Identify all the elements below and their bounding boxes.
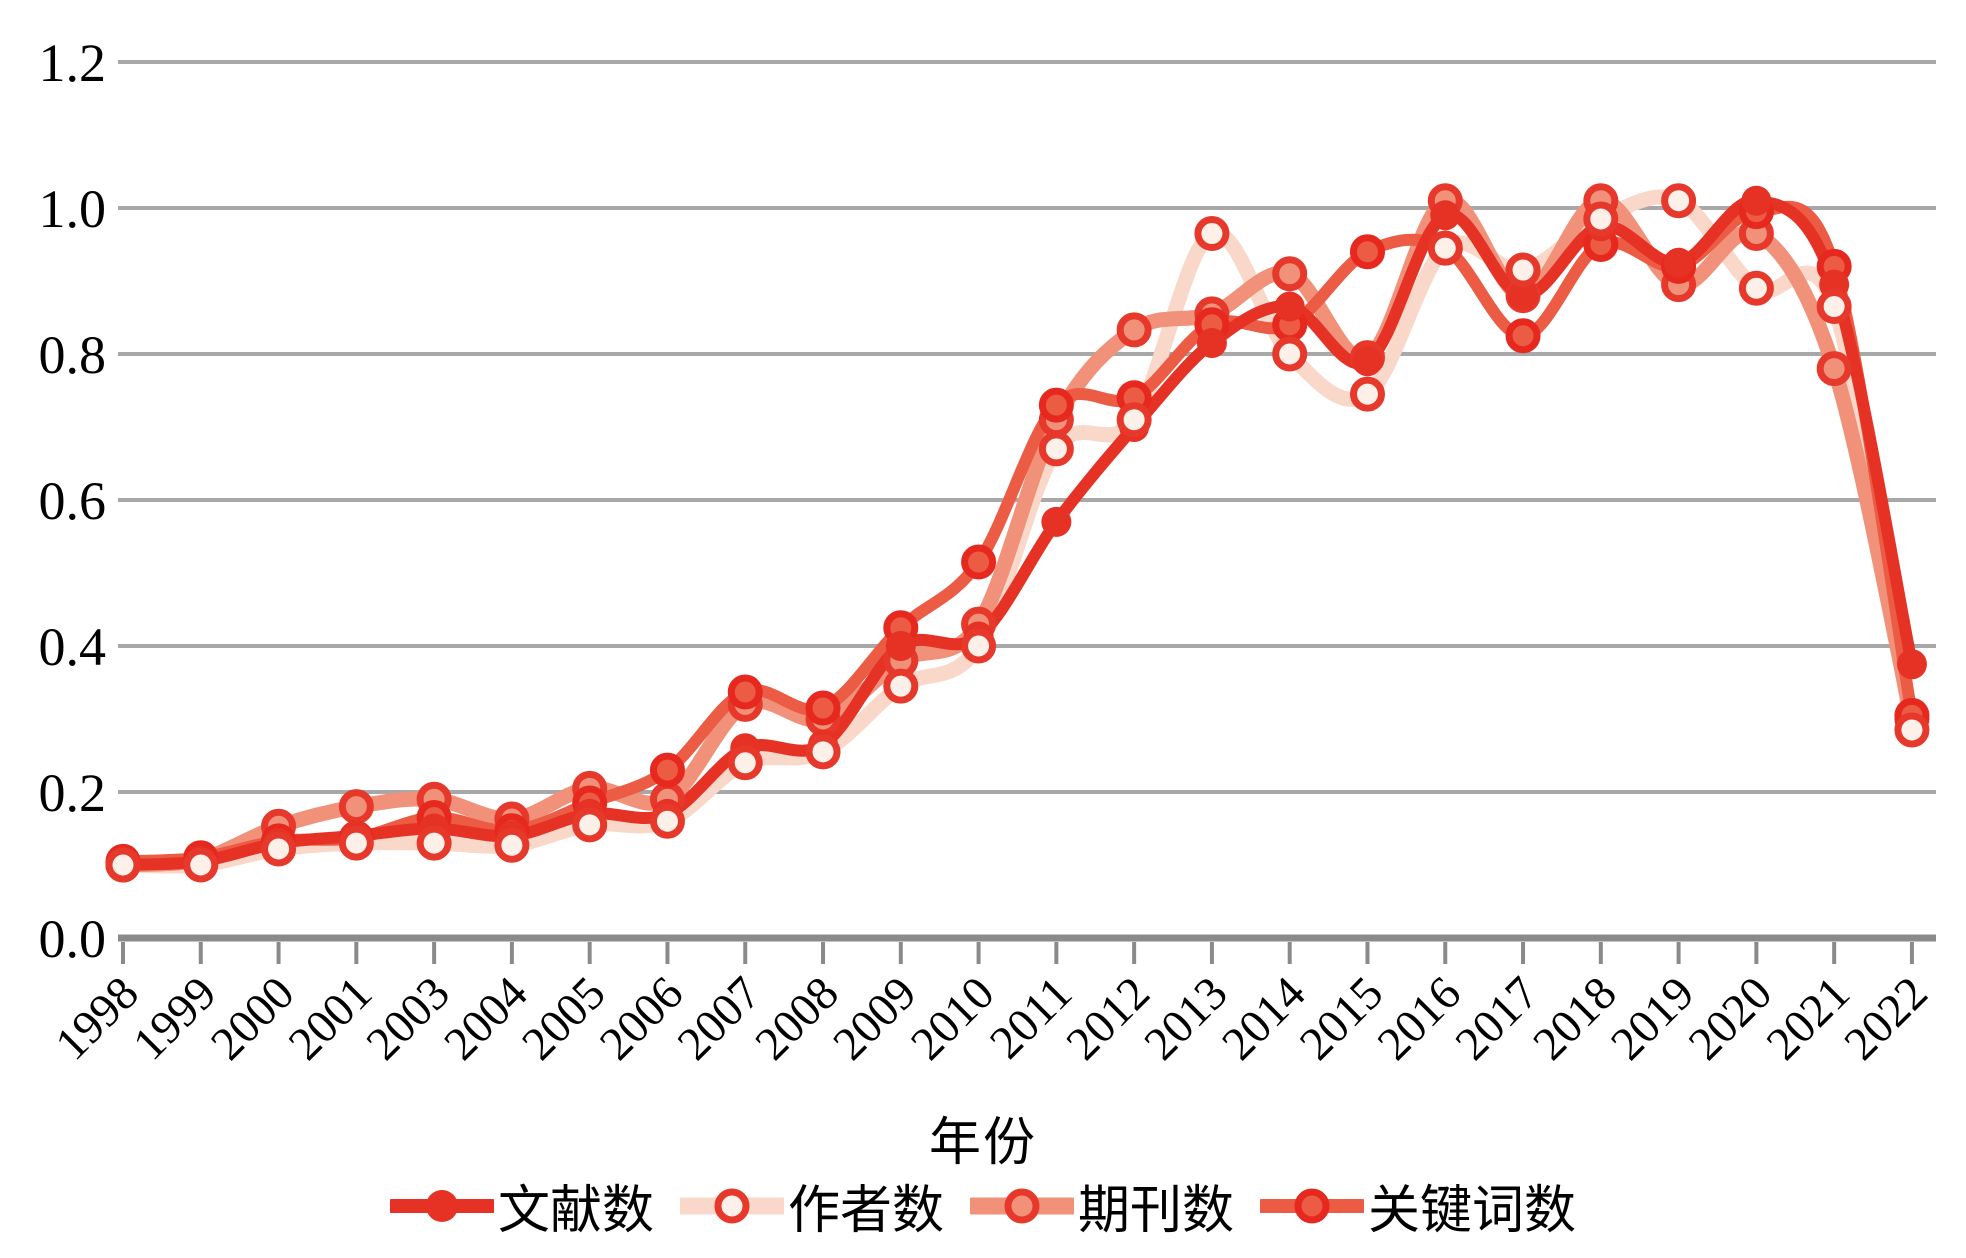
legend-marker-keyword-count [1294, 1188, 1330, 1223]
legend-label-keyword-count: 关键词数 [1368, 1183, 1577, 1240]
x-tick-label: 2017 [1446, 967, 1549, 1070]
legend-marker-literature-count [425, 1189, 458, 1222]
series-marker-author-count [805, 734, 841, 770]
x-tick-label: 2006 [590, 967, 693, 1070]
y-tick-label: 1.2 [39, 33, 107, 93]
legend-marker-author-count [714, 1188, 750, 1223]
series-marker-literature-count [1041, 506, 1072, 537]
legend-swatch-journal-count [970, 1188, 1074, 1223]
series-marker-author-count [572, 807, 608, 843]
x-tick-label: 2021 [1757, 967, 1860, 1070]
y-tick-label: 1.0 [39, 179, 107, 239]
series-marker-author-count [338, 825, 374, 861]
series-marker-author-count [961, 628, 997, 664]
x-tick-label: 2018 [1523, 967, 1626, 1070]
x-tick-label: 1998 [46, 967, 149, 1070]
series-marker-author-count [1505, 252, 1541, 288]
y-tick-label: 0.2 [39, 763, 107, 823]
series-marker-author-count [1583, 201, 1619, 237]
series-marker-literature-count [1352, 346, 1383, 377]
x-tick-label: 1999 [123, 967, 226, 1070]
legend-swatch-author-count [679, 1188, 784, 1223]
x-axis-title: 年份 [928, 1115, 1037, 1172]
x-tick-label: 2019 [1601, 967, 1704, 1070]
x-tick-label: 2012 [1057, 967, 1160, 1070]
legend-label-journal-count: 期刊数 [1078, 1183, 1235, 1240]
chart-canvas: 0.00.20.40.60.81.01.21998199920002001200… [39, 33, 1938, 1070]
x-tick-label: 2005 [512, 967, 615, 1070]
x-tick-label: 2014 [1212, 967, 1315, 1070]
x-tick-label: 2015 [1290, 967, 1393, 1070]
series-marker-keyword-count [1038, 387, 1074, 423]
x-tick-label: 2010 [901, 967, 1004, 1070]
series-marker-literature-count [1274, 291, 1305, 322]
legend-swatch-keyword-count [1260, 1188, 1365, 1223]
series-marker-literature-count [1430, 200, 1461, 231]
chart-legend: 文献数 作者数 期刊数 关键词数 [0, 1168, 1966, 1243]
series-marker-journal-count [1272, 256, 1308, 292]
series-marker-author-count [1272, 336, 1308, 372]
series-marker-author-count [649, 803, 685, 839]
series-marker-literature-count [1196, 328, 1227, 359]
x-tick-label: 2008 [746, 967, 849, 1070]
series-marker-keyword-count [961, 544, 997, 580]
series-marker-author-count [1738, 270, 1774, 306]
x-tick-label: 2001 [279, 967, 382, 1070]
x-tick-label: 2020 [1679, 967, 1782, 1070]
series-marker-keyword-count [649, 752, 685, 788]
y-tick-label: 0.8 [39, 325, 107, 385]
x-tick-label: 2004 [434, 967, 537, 1070]
series-marker-author-count [1349, 376, 1385, 412]
series-marker-author-count [105, 847, 141, 883]
series-marker-author-count [1194, 216, 1230, 252]
y-tick-label: 0.6 [39, 471, 107, 531]
series-marker-literature-count [885, 631, 916, 661]
x-tick-label: 2003 [357, 967, 460, 1070]
series-marker-literature-count [1508, 280, 1539, 311]
legend-item-journal-count: 期刊数 [970, 1168, 1234, 1243]
series-marker-journal-count [1816, 351, 1852, 387]
series-marker-keyword-count [727, 674, 763, 710]
series-marker-author-count [1116, 402, 1152, 438]
x-tick-label: 2022 [1834, 967, 1937, 1070]
x-tick-label: 2016 [1368, 967, 1471, 1070]
series-marker-author-count [727, 745, 763, 781]
legend-item-keyword-count: 关键词数 [1260, 1168, 1576, 1243]
series-marker-journal-count [338, 789, 374, 825]
x-tick-label: 2011 [980, 967, 1082, 1069]
series-marker-author-count [183, 847, 219, 883]
legend-item-literature-count: 文献数 [389, 1168, 654, 1243]
x-tick-label: 2009 [823, 967, 926, 1070]
legend-marker-journal-count [1004, 1188, 1040, 1223]
x-tick-label: 2007 [668, 967, 771, 1070]
series-marker-author-count [1427, 230, 1463, 266]
legend-item-author-count: 作者数 [679, 1168, 944, 1243]
series-marker-author-count [883, 668, 919, 704]
series-marker-author-count [416, 825, 452, 861]
series-marker-author-count [1661, 183, 1697, 219]
series-marker-literature-count [1663, 247, 1694, 278]
series-marker-keyword-count [1505, 318, 1541, 354]
series-marker-literature-count [1741, 185, 1772, 216]
x-tick-label: 2013 [1134, 967, 1237, 1070]
series-marker-author-count [1816, 289, 1852, 325]
series-line-journal-count [115, 192, 1920, 873]
series-marker-literature-count [1896, 649, 1927, 680]
legend-label-author-count: 作者数 [787, 1183, 944, 1240]
series-marker-author-count [494, 827, 530, 863]
series-marker-journal-count [1116, 312, 1152, 348]
x-tick-label: 2000 [201, 967, 304, 1070]
series-marker-keyword-count [805, 690, 841, 726]
legend-swatch-literature-count [389, 1189, 494, 1222]
legend-label-literature-count: 文献数 [497, 1183, 654, 1240]
series-marker-keyword-count [1349, 234, 1385, 270]
series-marker-author-count [1894, 712, 1930, 748]
y-tick-label: 0.0 [39, 909, 107, 969]
y-tick-label: 0.4 [39, 617, 107, 677]
series-marker-author-count [261, 831, 297, 867]
series-marker-author-count [1038, 431, 1074, 467]
